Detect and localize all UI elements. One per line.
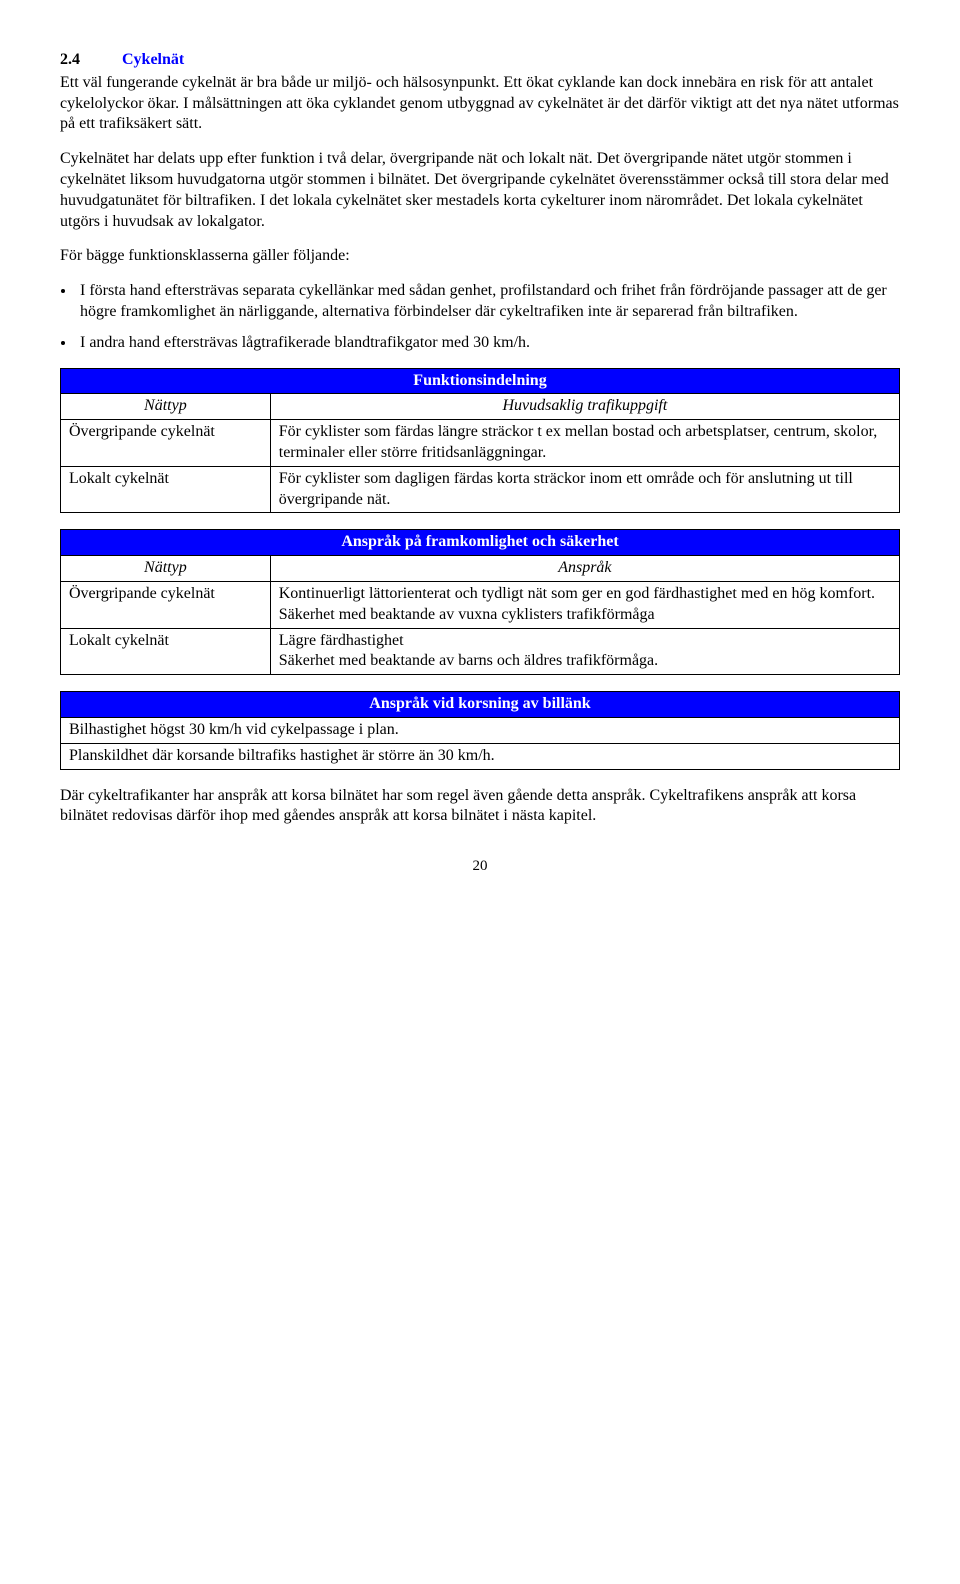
paragraph-1: Ett väl fungerande cykelnät är bra både … [60, 73, 900, 135]
table-cell: För cyklister som färdas längre sträckor… [270, 420, 899, 467]
table-title: Anspråk vid korsning av billänk [61, 692, 900, 718]
table-title: Funktionsindelning [61, 368, 900, 394]
paragraph-2: Cykelnätet har delats upp efter funktion… [60, 149, 900, 232]
table-col-header: Nättyp [61, 394, 271, 420]
table-row: Lokalt cykelnät För cyklister som daglig… [61, 466, 900, 513]
bullet-list: I första hand eftersträvas separata cyke… [60, 281, 900, 353]
table-col-header: Anspråk [270, 556, 899, 582]
table-cell: Övergripande cykelnät [61, 581, 271, 628]
table-cell: Lokalt cykelnät [61, 466, 271, 513]
table-row: Bilhastighet högst 30 km/h vid cykelpass… [61, 717, 900, 743]
table-cell: Bilhastighet högst 30 km/h vid cykelpass… [61, 717, 900, 743]
list-item: I andra hand eftersträvas lågtrafikerade… [76, 333, 900, 354]
table-col-header: Nättyp [61, 556, 271, 582]
table-col-header: Huvudsaklig trafikuppgift [270, 394, 899, 420]
table-cell: Övergripande cykelnät [61, 420, 271, 467]
table-cell: För cyklister som dagligen färdas korta … [270, 466, 899, 513]
list-item: I första hand eftersträvas separata cyke… [76, 281, 900, 323]
section-title: Cykelnät [122, 51, 184, 68]
table-cell: Lägre färdhastighetSäkerhet med beaktand… [270, 628, 899, 675]
table-ansprak-framkomlighet: Anspråk på framkomlighet och säkerhet Nä… [60, 529, 900, 675]
paragraph-4: Där cykeltrafikanter har anspråk att kor… [60, 786, 900, 828]
table-row: Planskildhet där korsande biltrafiks has… [61, 743, 900, 769]
section-heading: 2.4 Cykelnät [60, 50, 900, 71]
paragraph-3: För bägge funktionsklasserna gäller följ… [60, 246, 900, 267]
table-row: Övergripande cykelnät Kontinuerligt lätt… [61, 581, 900, 628]
table-cell: Kontinuerligt lättorienterat och tydligt… [270, 581, 899, 628]
table-cell: Planskildhet där korsande biltrafiks has… [61, 743, 900, 769]
section-number: 2.4 [60, 51, 80, 68]
table-row: Övergripande cykelnät För cyklister som … [61, 420, 900, 467]
table-ansprak-korsning: Anspråk vid korsning av billänk Bilhasti… [60, 691, 900, 769]
table-title: Anspråk på framkomlighet och säkerhet [61, 530, 900, 556]
page-number: 20 [60, 857, 900, 877]
table-funktionsindelning: Funktionsindelning Nättyp Huvudsaklig tr… [60, 368, 900, 514]
table-cell: Lokalt cykelnät [61, 628, 271, 675]
table-row: Lokalt cykelnät Lägre färdhastighetSäker… [61, 628, 900, 675]
